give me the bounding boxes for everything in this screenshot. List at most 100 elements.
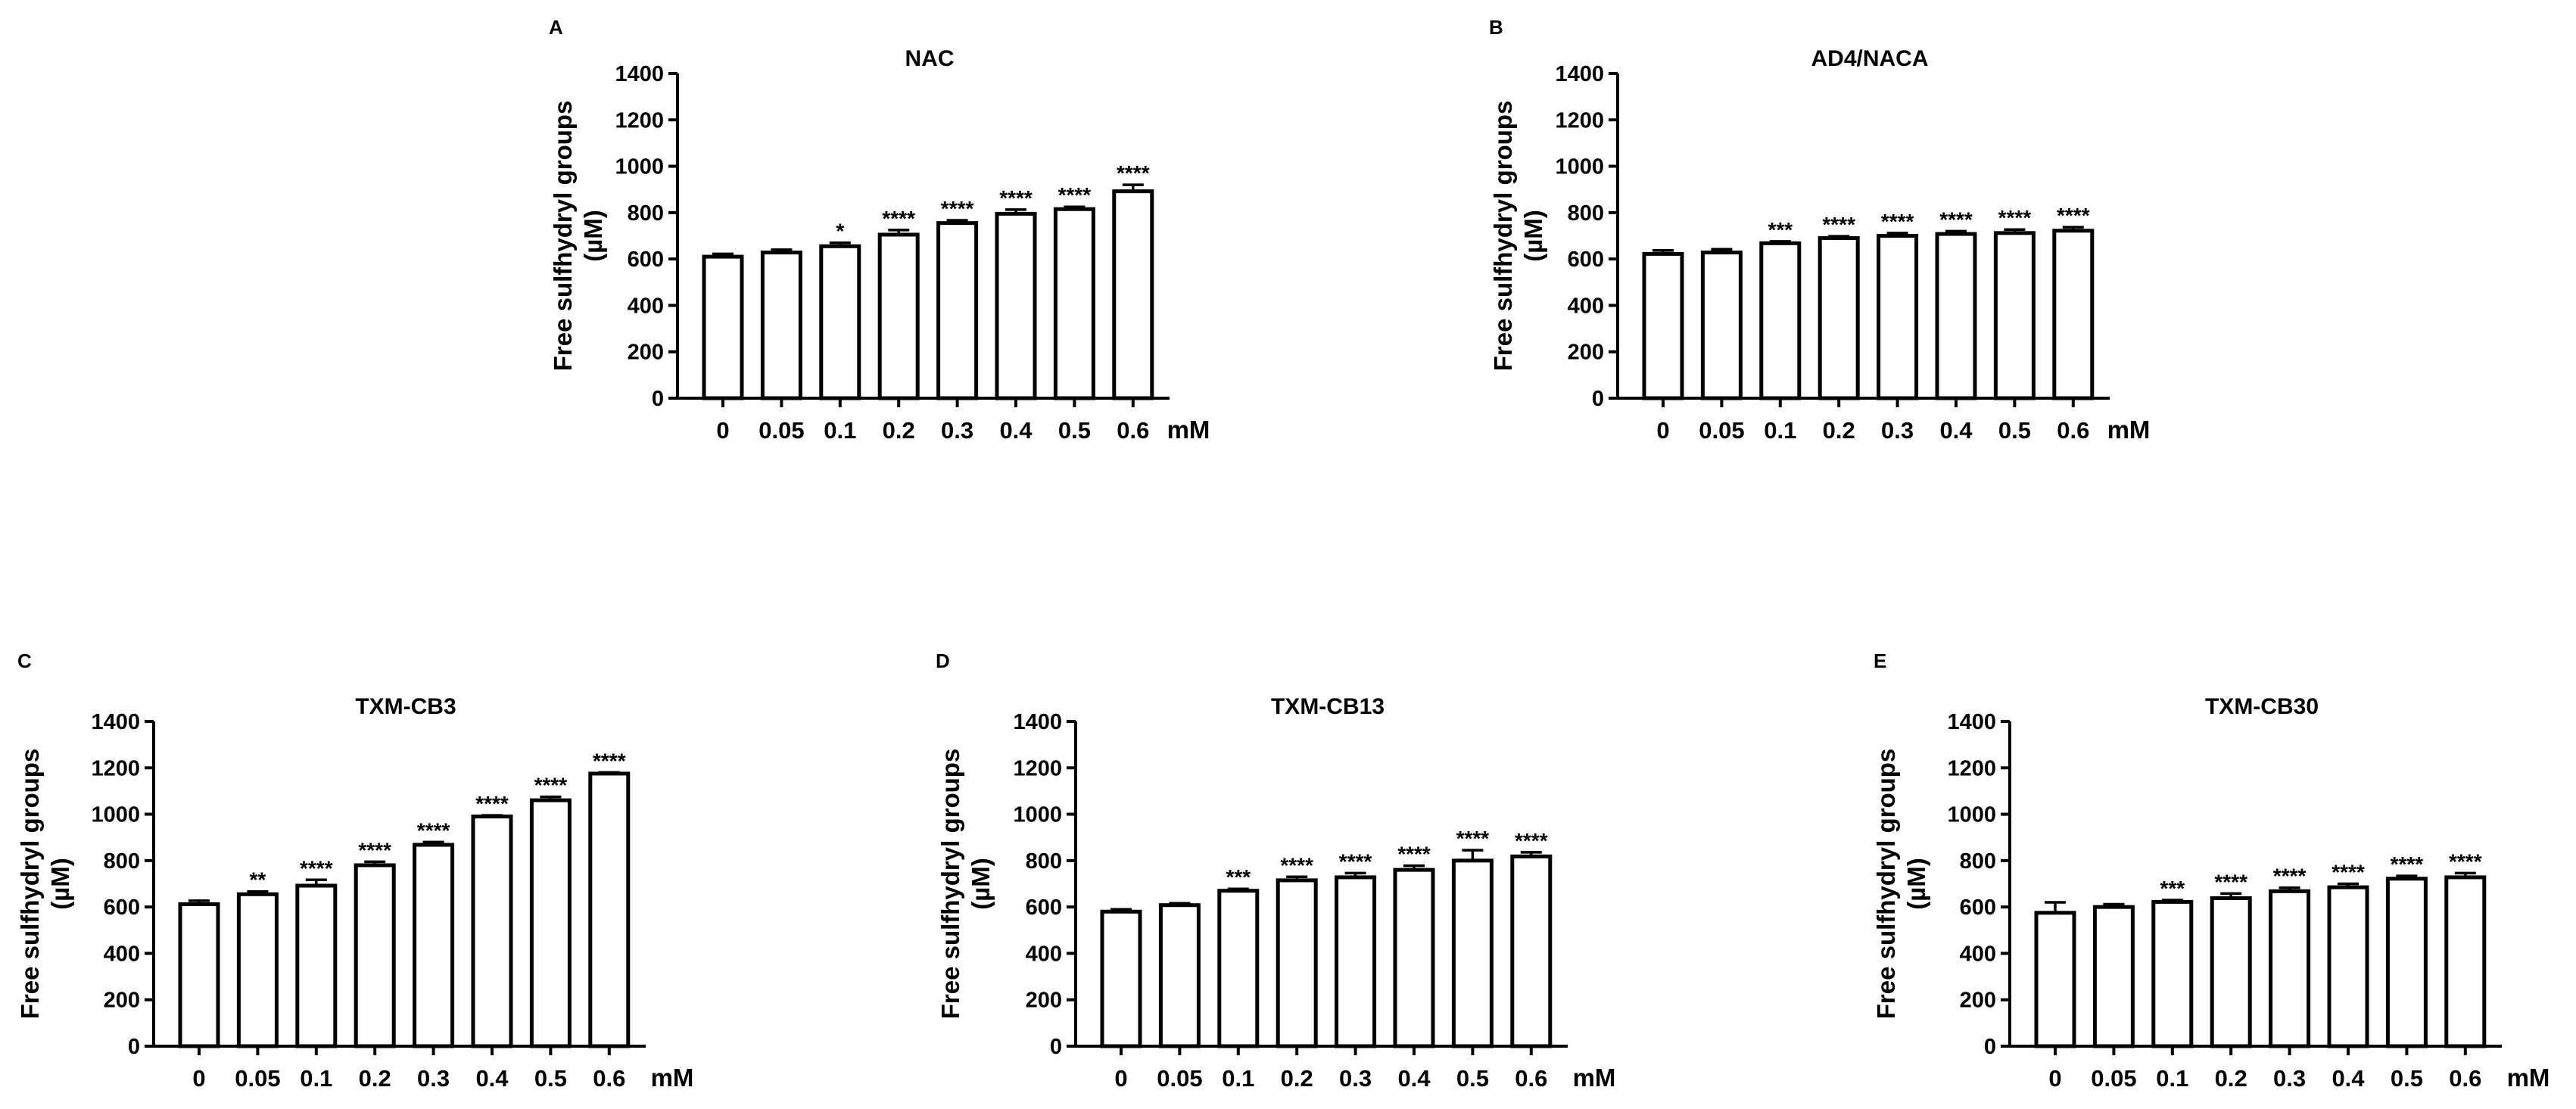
x-tick-label: 0	[1656, 417, 1669, 444]
bar-0.05	[236, 892, 279, 1048]
y-tick-label: 0	[1984, 1035, 1996, 1059]
bar-0	[1100, 909, 1142, 1048]
y-tick-label: 1000	[615, 155, 664, 179]
y-tick-label: 1200	[91, 756, 140, 780]
x-unit-label: mM	[2507, 1064, 2550, 1092]
y-tick-label: 1400	[1555, 62, 1604, 86]
x-tick-label: 0.1	[1764, 417, 1796, 444]
bar-0.2	[1276, 878, 1318, 1048]
significance-label: ****	[1822, 213, 1855, 236]
significance-label: ****	[1881, 210, 1914, 233]
significance-label: ****	[882, 207, 915, 230]
significance-label: ****	[1998, 206, 2032, 229]
y-tick-label: 400	[1568, 294, 1604, 318]
significance-label: ****	[417, 818, 450, 842]
y-axis-label-line1: Free sulfhydryl groups	[1872, 749, 1900, 1020]
chart-title: TXM-CB3	[355, 694, 456, 719]
x-tick-label: 0.3	[1881, 417, 1914, 444]
x-tick-label: 0.2	[883, 417, 915, 444]
significance-label: ****	[2057, 204, 2090, 227]
panel-letter: E	[1874, 650, 1886, 672]
x-tick-label: 0.3	[941, 417, 973, 444]
x-tick-label: 0.05	[758, 417, 804, 444]
chart-title: TXM-CB30	[2205, 694, 2319, 719]
bar-0.2	[877, 232, 920, 400]
bar-0.1	[295, 883, 338, 1048]
y-tick-label: 400	[1026, 942, 1062, 966]
y-axis-label: Free sulfhydryl groups(µM)	[936, 749, 995, 1020]
significance-label: ****	[300, 856, 333, 880]
y-tick-label: 1000	[1013, 803, 1062, 827]
significance-label: ****	[2273, 864, 2307, 888]
y-tick-label: 600	[104, 896, 140, 920]
significance-label: ****	[941, 197, 974, 220]
y-tick-label: 1200	[1947, 756, 1996, 780]
bar-0.5	[529, 798, 572, 1048]
y-tick-label: 800	[1026, 849, 1062, 874]
y-axis-label: Free sulfhydryl groups(µM)	[1872, 749, 1930, 1020]
bar-0.05	[1700, 251, 1743, 400]
y-tick-label: 600	[1960, 896, 1996, 920]
x-tick-label: 0.5	[534, 1065, 567, 1092]
y-tick-label: 0	[652, 387, 664, 411]
y-tick-label: 1000	[91, 803, 140, 827]
x-tick-label: 0.6	[1117, 417, 1149, 444]
y-tick-label: 1200	[1555, 108, 1604, 132]
bar-0.1	[2151, 899, 2194, 1048]
bar-0.3	[1877, 234, 1919, 400]
bar-0.3	[1335, 875, 1377, 1048]
x-tick-label: 0.4	[2331, 1065, 2365, 1092]
x-tick-label: 0.6	[2057, 417, 2089, 444]
y-axis-label-line1: Free sulfhydryl groups	[549, 101, 577, 372]
chart-title: AD4/NACA	[1811, 46, 1928, 71]
x-tick-label: 0.1	[824, 417, 856, 444]
significance-label: **	[250, 868, 266, 892]
x-tick-label: 0.05	[1699, 417, 1744, 444]
bar-0.6	[2052, 229, 2095, 400]
significance-label: ****	[2214, 870, 2247, 893]
y-tick-label: 200	[1026, 989, 1062, 1013]
y-tick-label: 400	[104, 942, 140, 966]
x-tick-label: 0.6	[2449, 1065, 2481, 1092]
bar-0.5	[2385, 877, 2428, 1048]
x-tick-label: 0.4	[1939, 417, 1973, 444]
y-tick-label: 1000	[1947, 803, 1996, 827]
bar-0.2	[354, 863, 396, 1048]
x-tick-label: 0.1	[1222, 1065, 1254, 1092]
y-axis-label-line1: Free sulfhydryl groups	[16, 749, 44, 1020]
y-tick-label: 600	[1568, 248, 1604, 272]
panel-letter: C	[17, 650, 32, 672]
chart-title: NAC	[905, 46, 955, 71]
significance-label: ****	[534, 774, 568, 797]
y-tick-label: 400	[1960, 942, 1996, 966]
y-axis-label-line2: (µM)	[579, 210, 607, 261]
x-tick-label: 0.2	[2215, 1065, 2247, 1092]
y-axis-label: Free sulfhydryl groups(µM)	[1489, 101, 1547, 372]
y-tick-label: 0	[1592, 387, 1604, 411]
x-tick-label: 0.3	[2273, 1065, 2306, 1092]
significance-label: ****	[1339, 849, 1372, 873]
bar-0.3	[2269, 889, 2311, 1048]
bar-0.3	[413, 843, 455, 1048]
bar-0.05	[1158, 903, 1201, 1048]
y-tick-label: 200	[1568, 341, 1604, 365]
bar-0	[178, 902, 220, 1048]
bar-0.5	[1993, 231, 2036, 400]
bar-0.1	[1217, 889, 1260, 1048]
chart-panel-c: C TXM-CB3 Free sulfhydryl groups(µM) 0 200 40…	[16, 650, 693, 1092]
y-tick-label: 1200	[1013, 756, 1062, 780]
chart-panel-e: E TXM-CB30 Free sulfhydryl groups(µM) 0 200 4…	[1872, 650, 2550, 1092]
y-tick-label: 800	[104, 849, 140, 874]
y-axis-label: Free sulfhydryl groups(µM)	[16, 749, 74, 1020]
bar-0.5	[1053, 207, 1095, 400]
x-tick-label: 0	[716, 417, 729, 444]
bar-0	[702, 254, 744, 400]
x-tick-label: 0.1	[2156, 1065, 2188, 1092]
bar-0	[2034, 911, 2076, 1048]
x-tick-label: 0.4	[1397, 1065, 1431, 1092]
y-tick-label: 1400	[1947, 710, 1996, 734]
significance-label: ****	[1280, 853, 1313, 877]
bar-0.1	[1759, 241, 1802, 400]
x-tick-label: 0.4	[999, 417, 1033, 444]
